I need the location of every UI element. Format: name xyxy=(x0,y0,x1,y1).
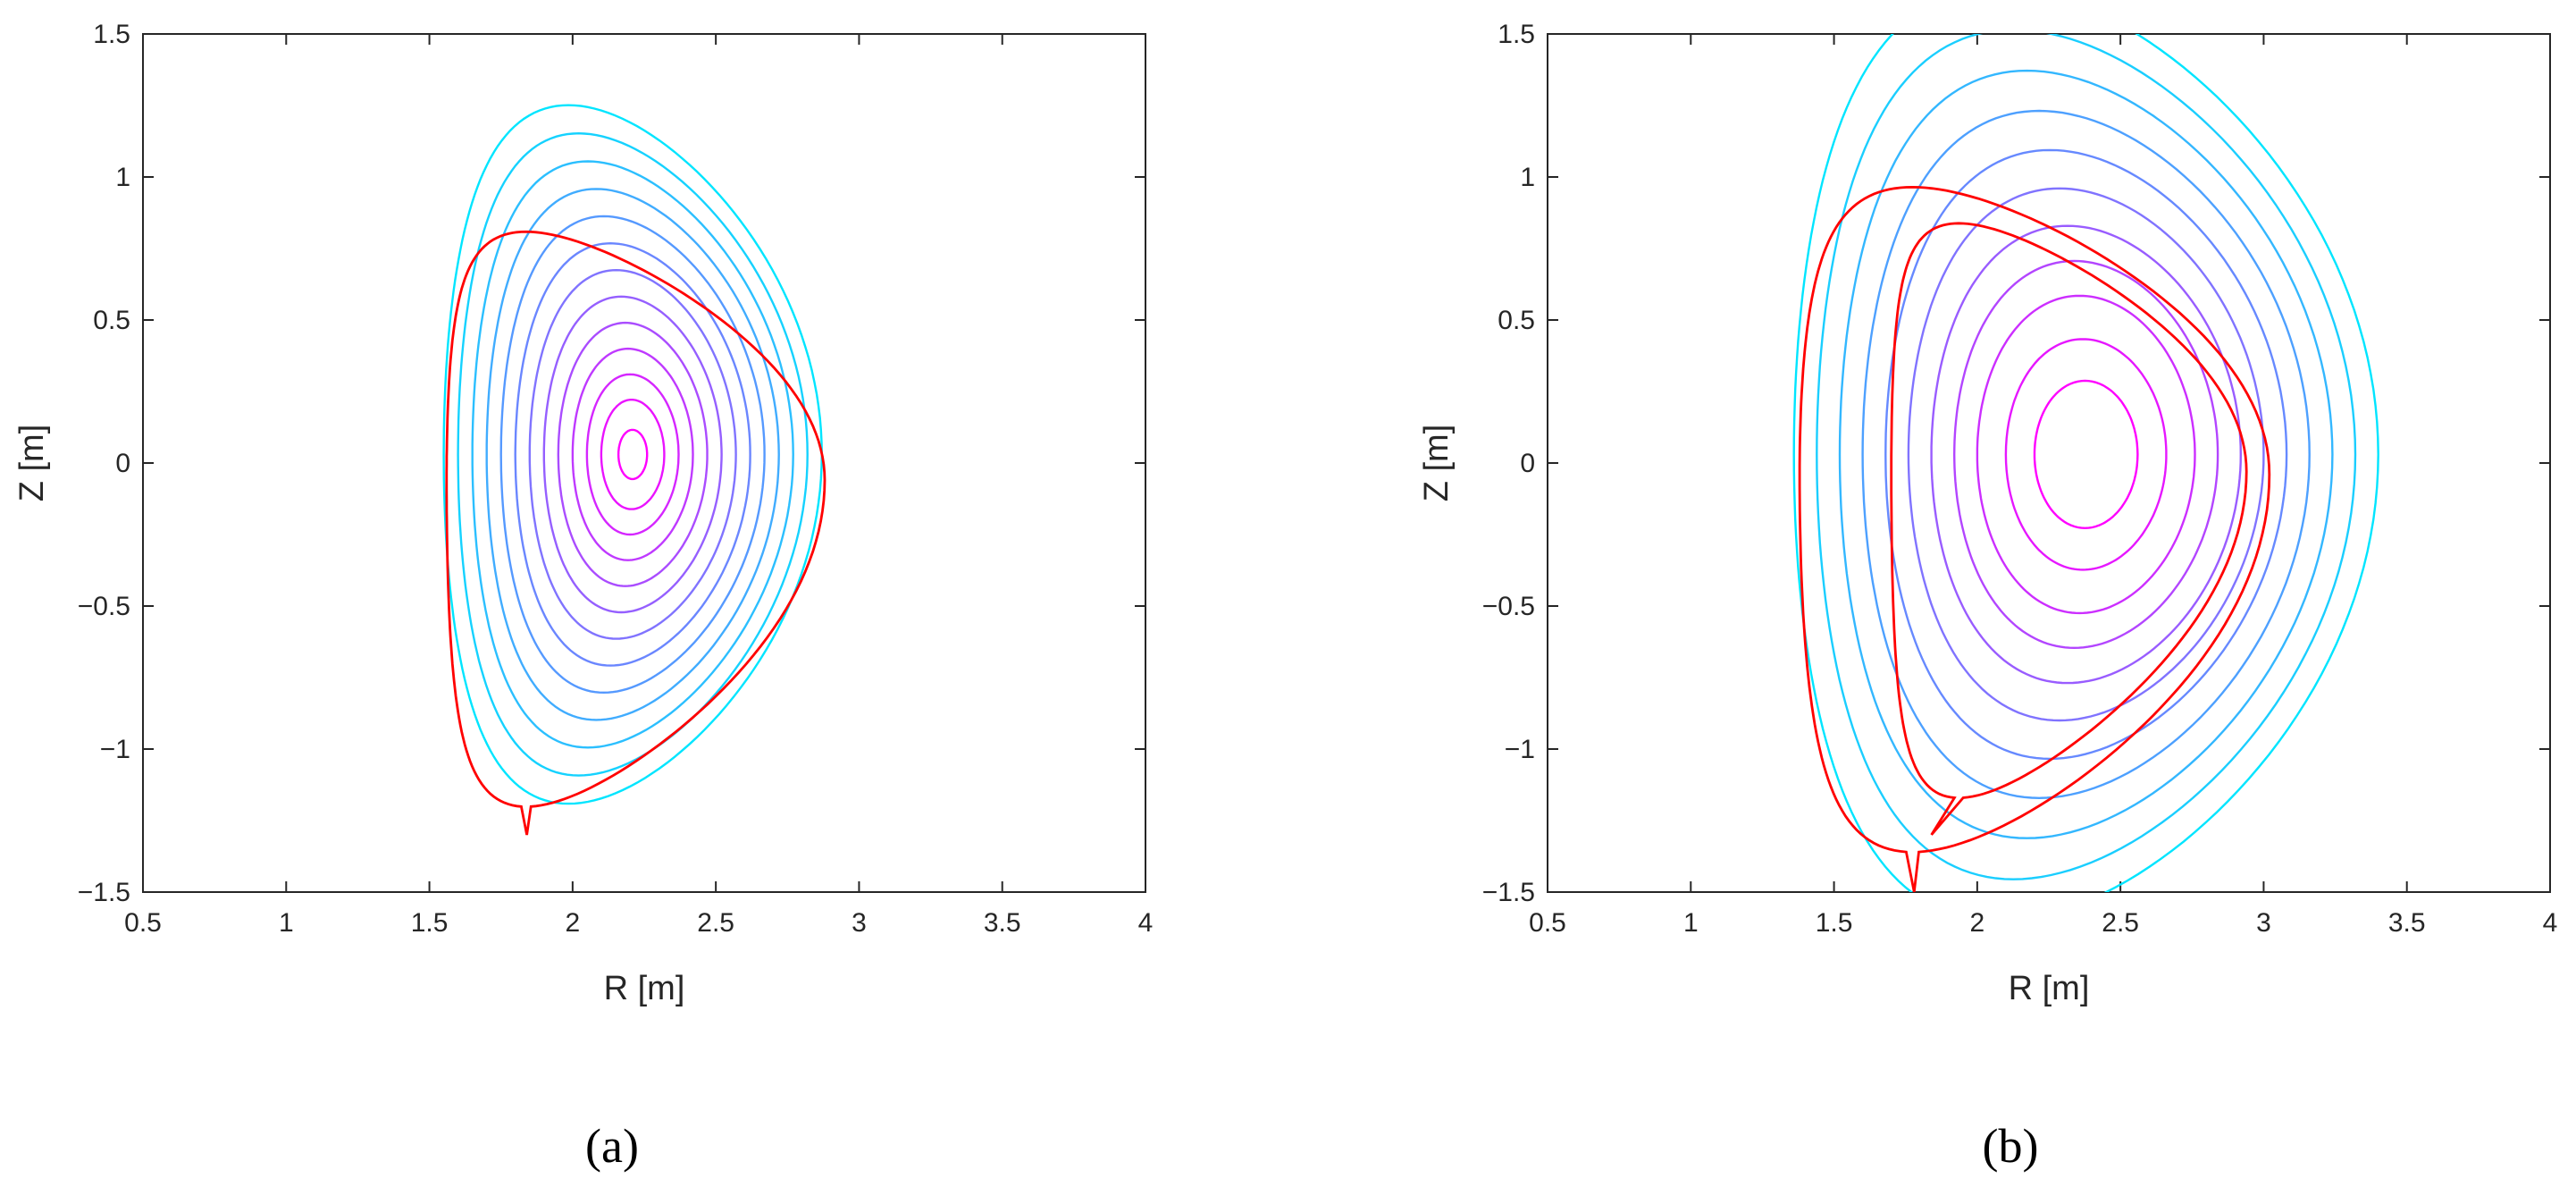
flux-surface-line xyxy=(1861,109,2311,800)
x-axis-label-a: R [m] xyxy=(604,970,685,1007)
x-tick-label: 0.5 xyxy=(1529,908,1566,938)
flux-surface-line xyxy=(1838,69,2334,839)
boundary-a xyxy=(445,230,827,836)
x-tick-label: 3.5 xyxy=(2388,908,2426,938)
x-tick-label: 1.5 xyxy=(1816,908,1853,938)
x-tick-label: 4 xyxy=(2543,908,2558,938)
x-tick-label: 4 xyxy=(1138,908,1154,938)
flux-surface-line xyxy=(499,215,766,695)
panel-label-a: (a) xyxy=(585,1119,639,1173)
panel-label-b: (b) xyxy=(1983,1119,2039,1173)
boundary-line xyxy=(1798,185,2271,892)
flux-surface-line xyxy=(617,428,649,481)
y-tick-label: 1.5 xyxy=(93,20,130,49)
y-tick-label: −0.5 xyxy=(1482,592,1535,621)
plot-area-b xyxy=(1547,33,2551,893)
flux-surface-line xyxy=(514,241,751,667)
y-tick-label: 0.5 xyxy=(1498,306,1535,335)
flux-surface-line xyxy=(1907,187,2265,722)
flux-surface-line xyxy=(1976,294,2196,615)
y-tick-label: 0 xyxy=(1520,449,1535,478)
flux-surface-line xyxy=(471,160,794,749)
flux-surface-line xyxy=(600,399,666,510)
y-tick-label: −1 xyxy=(100,735,130,764)
boundary-b xyxy=(1798,185,2271,892)
flux-surface-line xyxy=(485,188,780,721)
x-tick-label: 1 xyxy=(279,908,294,938)
plot-area-a xyxy=(142,33,1146,893)
y-tick-label: 0.5 xyxy=(93,306,130,335)
y-tick-label: 1 xyxy=(1520,163,1535,192)
panel-a: 0.5 1 1.5 2 2.5 3 3.5 4 1.5 1 0.5 0 −0.5 −1 −1.5 R [m]… xyxy=(13,20,1153,1173)
x-tick-label: 2 xyxy=(566,908,581,938)
flux-surface-line xyxy=(528,268,737,640)
flux-surface-line xyxy=(2004,338,2168,571)
flux-surface-line xyxy=(571,347,694,561)
panel-b: 0.5 1 1.5 2 2.5 3 3.5 4 1.5 1 0.5 0 −0.5 −1 −1.5 R [m]… xyxy=(1418,20,2558,1173)
ticks-b: 0.5 1 1.5 2 2.5 3 3.5 4 1.5 1 0.5 0 −0.5 −1 −1.5 xyxy=(1482,20,2558,938)
y-tick-label: 1.5 xyxy=(1498,20,1535,49)
y-axis-label-b: Z [m] xyxy=(1418,425,1456,502)
flux-surface-line xyxy=(2033,379,2139,530)
y-tick-label: −1.5 xyxy=(78,878,130,907)
flux-surface-line xyxy=(1952,259,2219,650)
y-tick-label: −0.5 xyxy=(78,592,130,621)
x-tick-label: 3 xyxy=(2256,908,2271,938)
x-tick-label: 3 xyxy=(852,908,867,938)
boundary-line xyxy=(1890,222,2248,836)
flux-surface-line xyxy=(1930,224,2243,685)
boundary-line xyxy=(445,230,827,836)
y-axis-label-a: Z [m] xyxy=(13,425,51,502)
x-tick-label: 1 xyxy=(1683,908,1699,938)
flux-surface-line xyxy=(1816,34,2357,880)
y-tick-label: −1.5 xyxy=(1482,878,1535,907)
y-tick-label: 1 xyxy=(115,163,130,192)
flux-surface-line xyxy=(1884,148,2288,761)
flux-surface-line xyxy=(585,373,680,536)
x-tick-label: 2.5 xyxy=(2102,908,2139,938)
x-tick-label: 1.5 xyxy=(411,908,449,938)
flux-surface-line xyxy=(442,104,824,805)
x-tick-label: 3.5 xyxy=(984,908,1021,938)
y-tick-label: 0 xyxy=(115,449,130,478)
x-tick-label: 2 xyxy=(1970,908,1985,938)
x-tick-label: 0.5 xyxy=(124,908,162,938)
flux-surface-line xyxy=(542,295,723,614)
y-tick-label: −1 xyxy=(1505,735,1535,764)
flux-surfaces-b xyxy=(1792,34,2379,892)
x-tick-label: 2.5 xyxy=(697,908,734,938)
ticks-a: 0.5 1 1.5 2 2.5 3 3.5 4 1.5 1 0.5 0 −0.5 −1 −1.5 xyxy=(78,20,1154,938)
flux-surface-line xyxy=(1792,34,2379,892)
x-axis-label-b: R [m] xyxy=(2009,970,2090,1007)
flux-surface-line xyxy=(557,321,709,587)
